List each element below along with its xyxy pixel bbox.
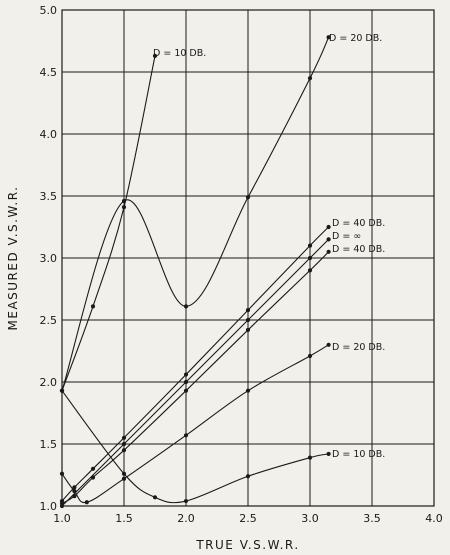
series-line-1: [61, 55, 156, 391]
data-point: [307, 268, 313, 273]
data-point: [326, 342, 331, 347]
curve-annotation: D = 40 DB.: [332, 218, 385, 229]
data-point: [59, 501, 65, 506]
data-point: [121, 198, 127, 204]
x-axis-label: TRUE V.S.W.R.: [195, 538, 299, 552]
data-point: [326, 249, 331, 254]
data-point: [307, 353, 313, 359]
data-point: [307, 243, 313, 248]
plot-frame: [61, 9, 435, 507]
data-point: [245, 327, 251, 333]
data-point: [183, 304, 189, 309]
data-point: [307, 76, 313, 81]
curve-annotations: D = 10 DB. D = 20 DB. D = 40 DB. D = ∞ D = 4…: [153, 33, 385, 460]
x-tick-label: 3.0: [301, 512, 319, 525]
data-point: [326, 35, 331, 40]
x-axis-ticks: 1.0 1.5 2.0 2.5 3.0 3.5 4.0: [53, 512, 443, 525]
y-tick-label: 4.5: [40, 66, 58, 79]
data-point: [245, 474, 251, 479]
data-point: [121, 471, 127, 476]
data-point: [183, 498, 189, 504]
data-point: [183, 379, 189, 385]
data-point: [183, 388, 189, 393]
y-tick-label: 2.0: [40, 376, 58, 389]
y-tick-label: 3.0: [40, 252, 58, 265]
curve-annotation: D = 40 DB.: [332, 244, 385, 255]
x-tick-label: 2.0: [177, 512, 195, 525]
data-point: [72, 485, 77, 490]
chart-grid: [61, 9, 435, 507]
curves: [61, 37, 330, 507]
data-point: [59, 471, 65, 476]
x-tick-label: 2.5: [239, 512, 257, 525]
x-tick-label: 1.0: [53, 512, 71, 525]
y-tick-label: 1.0: [40, 500, 58, 513]
series-line-6: [61, 344, 329, 504]
data-point: [121, 441, 127, 447]
data-point: [121, 476, 127, 481]
data-point: [245, 317, 251, 323]
data-point: [307, 455, 313, 460]
x-tick-label: 4.0: [425, 512, 443, 525]
data-point: [121, 448, 127, 453]
data-point: [121, 435, 127, 440]
data-point: [152, 53, 158, 58]
data-point: [84, 500, 89, 505]
data-point: [183, 433, 189, 438]
data-point: [183, 372, 189, 377]
y-axis-label: MEASURED V.S.W.R.: [6, 186, 20, 331]
data-point: [245, 195, 251, 200]
data-points: [59, 35, 331, 509]
y-axis-ticks: 1.0 1.5 2.0 2.5 3.0 3.5 4.0 4.5 5.0: [40, 4, 58, 513]
x-tick-label: 3.5: [363, 512, 381, 525]
data-point: [326, 237, 331, 242]
data-point: [326, 451, 331, 457]
curve-annotation: D = 20 DB.: [332, 342, 385, 353]
series-line-2: [61, 37, 330, 391]
y-tick-label: 3.5: [40, 190, 58, 203]
data-point: [326, 224, 331, 230]
data-point: [90, 304, 96, 309]
data-point: [121, 205, 127, 210]
data-point: [245, 388, 251, 393]
series-line-3: [61, 226, 329, 502]
curve-annotation: D = 20 DB.: [329, 33, 382, 44]
series-line-5: [61, 251, 329, 504]
series-line-7: [61, 390, 329, 504]
data-point: [245, 307, 251, 313]
data-point: [307, 255, 313, 261]
data-point: [72, 489, 77, 494]
curve-annotation: D = ∞: [332, 231, 361, 242]
y-tick-label: 2.5: [40, 314, 58, 327]
y-tick-label: 5.0: [40, 4, 58, 17]
y-tick-label: 1.5: [40, 438, 58, 451]
y-tick-label: 4.0: [40, 128, 58, 141]
data-point: [90, 475, 96, 480]
data-point: [152, 495, 158, 500]
data-point: [72, 493, 77, 499]
curve-annotation: D = 10 DB.: [332, 449, 385, 460]
data-point: [59, 388, 65, 393]
data-point: [90, 466, 96, 471]
curve-annotation: D = 10 DB.: [153, 48, 206, 59]
x-tick-label: 1.5: [115, 512, 133, 525]
